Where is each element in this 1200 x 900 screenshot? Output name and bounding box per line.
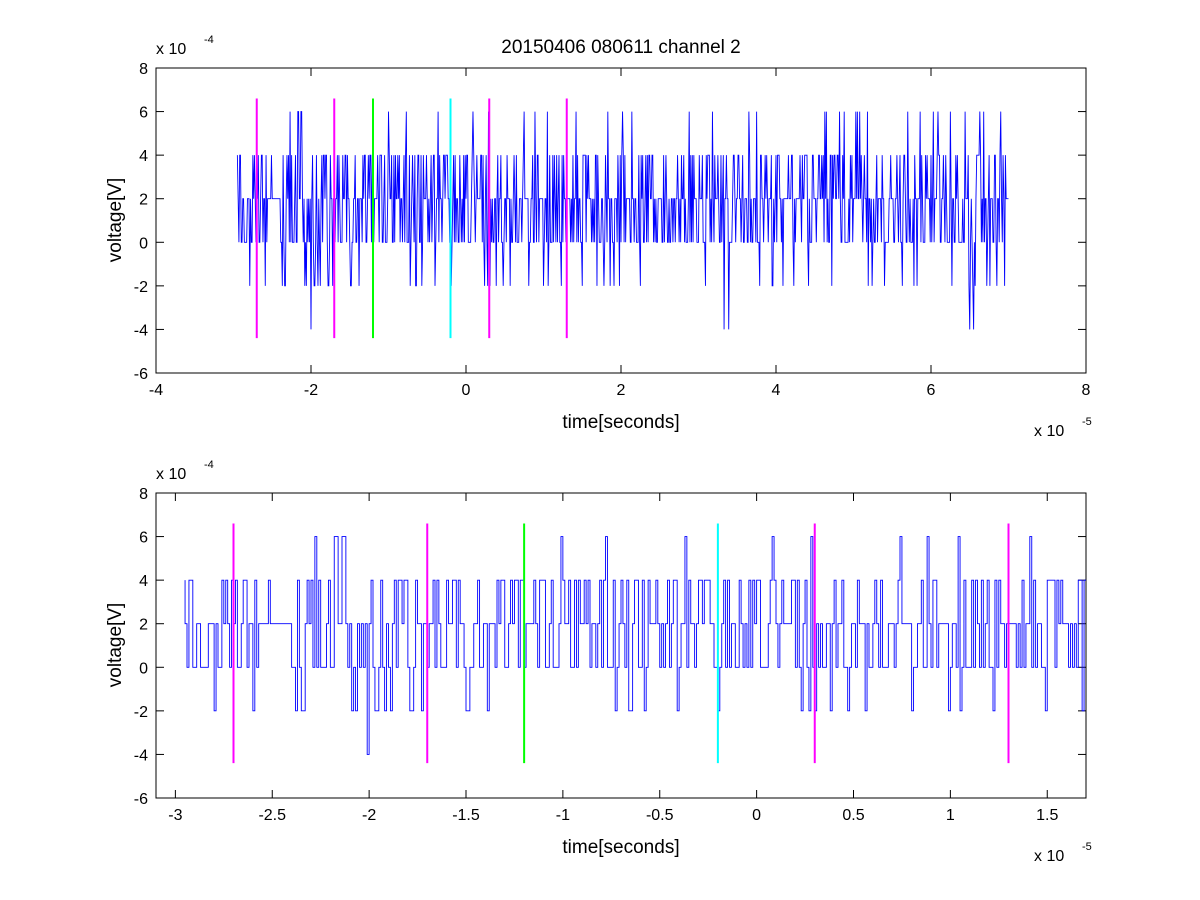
x-axis-label: time[seconds] xyxy=(562,412,679,433)
x-multiplier-exponent: -5 xyxy=(1082,841,1092,853)
y-tick-label: -2 xyxy=(134,279,148,296)
y-tick-label: 6 xyxy=(139,530,148,547)
y-multiplier-base: x 10 xyxy=(156,466,186,483)
x-multiplier-base: x 10 xyxy=(1034,423,1064,440)
x-tick-label: 2 xyxy=(617,382,626,399)
y-tick-label: -6 xyxy=(134,366,148,383)
x-tick-label: 0 xyxy=(752,807,761,824)
x-tick-label: -2.5 xyxy=(258,807,286,824)
bottom-subplot: x 10 -4 x 10 -5 time[seconds] voltage[V]… xyxy=(105,459,1092,865)
x-tick-label: 8 xyxy=(1082,382,1091,399)
x-axis-label: time[seconds] xyxy=(562,837,679,858)
y-tick-label: 6 xyxy=(139,105,148,122)
x-tick-label: 4 xyxy=(772,382,781,399)
x-tick-label: -2 xyxy=(362,807,376,824)
y-tick-label: 0 xyxy=(139,660,148,677)
signal-trace xyxy=(184,536,1086,755)
y-tick-label: 2 xyxy=(139,192,148,209)
x-multiplier-base: x 10 xyxy=(1034,848,1064,865)
y-tick-label: 8 xyxy=(139,61,148,78)
top-subplot: 20150406 080611 channel 2 x 10 -4 x 10 -… xyxy=(105,34,1092,440)
x-tick-label: 0 xyxy=(462,382,471,399)
x-axis-multiplier: x 10 -5 xyxy=(1034,841,1092,865)
x-tick-label: 1 xyxy=(946,807,955,824)
plot-area xyxy=(155,492,1087,799)
y-tick-label: -6 xyxy=(134,791,148,808)
y-tick-label: -2 xyxy=(134,704,148,721)
y-tick-label: 8 xyxy=(139,486,148,503)
y-tick-label: 0 xyxy=(139,235,148,252)
y-multiplier-exponent: -4 xyxy=(204,34,214,46)
y-multiplier-base: x 10 xyxy=(156,41,186,58)
x-tick-label: -1.5 xyxy=(452,807,480,824)
x-tick-label: -1 xyxy=(556,807,570,824)
x-multiplier-exponent: -5 xyxy=(1082,416,1092,428)
x-tick-label: -2 xyxy=(304,382,318,399)
y-axis-label: voltage[V] xyxy=(105,603,126,688)
x-tick-label: 1.5 xyxy=(1036,807,1058,824)
x-tick-label: -0.5 xyxy=(646,807,674,824)
x-tick-label: -3 xyxy=(168,807,182,824)
y-axis-label: voltage[V] xyxy=(105,178,126,263)
x-axis-multiplier: x 10 -5 xyxy=(1034,416,1092,440)
x-tick-label: -4 xyxy=(149,382,163,399)
y-multiplier-exponent: -4 xyxy=(204,459,214,471)
y-tick-label: 2 xyxy=(139,617,148,634)
y-tick-label: 4 xyxy=(139,573,148,590)
x-tick-label: 6 xyxy=(927,382,936,399)
y-axis-multiplier: x 10 -4 xyxy=(156,34,214,58)
signal-trace xyxy=(236,111,1009,330)
chart-title: 20150406 080611 channel 2 xyxy=(501,37,741,58)
y-axis-multiplier: x 10 -4 xyxy=(156,459,214,483)
y-tick-label: 4 xyxy=(139,148,148,165)
y-tick-label: -4 xyxy=(134,747,148,764)
x-tick-label: 0.5 xyxy=(842,807,864,824)
y-tick-label: -4 xyxy=(134,322,148,339)
